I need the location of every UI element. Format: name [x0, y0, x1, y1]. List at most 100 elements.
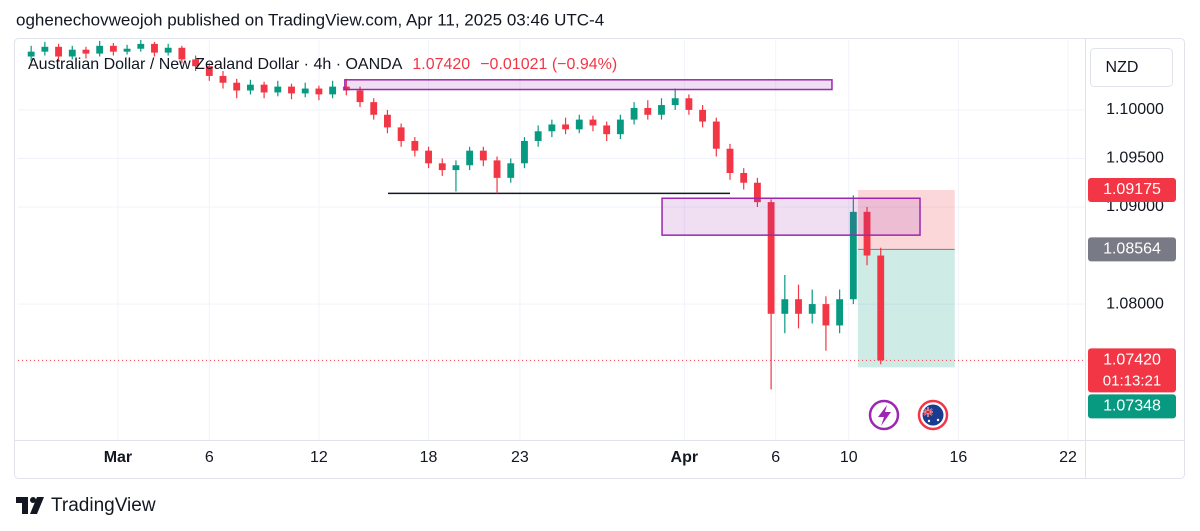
candle-body [658, 105, 665, 115]
price-badges: 1.09175 1.08564 1.07420 01:13:21 1.07348 [1088, 178, 1176, 419]
candle-body [630, 107, 638, 120]
candle-body [603, 125, 611, 135]
candle-body [342, 86, 350, 91]
candle-body [137, 43, 145, 49]
candle-body [260, 84, 268, 93]
x-tick-label: Apr [671, 449, 699, 466]
candle-body [521, 140, 528, 164]
brand: TradingView [51, 495, 156, 516]
x-tick-label: 22 [1059, 449, 1077, 466]
candle-body [452, 165, 460, 171]
candles [27, 40, 885, 390]
price-badge-label: 1.07348 [1103, 398, 1161, 415]
candle-body [384, 114, 391, 128]
candle-body [315, 88, 323, 95]
x-tick-label: Mar [104, 449, 132, 466]
candle-body [27, 51, 35, 57]
price-badge [1088, 348, 1176, 393]
flag-icon [922, 404, 944, 426]
zone [661, 197, 921, 236]
candle-body [699, 109, 707, 122]
candle-body [685, 98, 693, 110]
candle-body [205, 66, 213, 76]
price-badge-label: 1.08564 [1103, 241, 1161, 258]
candle-body [123, 48, 131, 52]
candle-body [82, 49, 90, 54]
candle-body [507, 163, 515, 178]
candle-body [178, 47, 186, 60]
price-badge [1088, 237, 1176, 262]
price-badge-label: 1.09175 [1103, 181, 1161, 198]
flag-cross-red [923, 407, 933, 417]
candle-body [274, 86, 282, 93]
last-price: 1.07420 [412, 56, 470, 73]
candle-body [562, 124, 569, 130]
logo-mark [16, 497, 28, 514]
candle-body [863, 211, 871, 256]
logo-dot [30, 497, 36, 503]
candle-body [397, 127, 405, 141]
symbol-legend: Australian Dollar / New Zealand Dollar ·… [28, 56, 617, 73]
candle-body [836, 299, 844, 326]
candle-body [466, 150, 474, 166]
x-tick-label: 10 [840, 449, 858, 466]
candle-body [534, 131, 542, 141]
time-axis: Mar 6 12 18 23 Apr 6 10 16 22 [104, 449, 1077, 466]
candle-body [96, 45, 104, 54]
candle-body [233, 82, 241, 91]
currency: NZD [1106, 59, 1139, 76]
candle-body [109, 45, 117, 52]
lightning-icon [878, 405, 891, 426]
candle-body [41, 46, 49, 52]
candle-body [219, 75, 227, 83]
candle-body [753, 182, 761, 203]
flag-star [927, 419, 931, 423]
candle-body [329, 86, 337, 95]
candle-body [425, 150, 432, 164]
candle-body [68, 49, 76, 57]
price-badge-label: 1.07420 [1103, 352, 1161, 369]
symbol-title: Australian Dollar / New Zealand Dollar ·… [28, 56, 403, 73]
candle-body [246, 84, 254, 91]
candle-body [164, 47, 172, 53]
price-badge [1088, 394, 1176, 419]
candle-body [671, 98, 679, 106]
price-badge [1088, 178, 1176, 202]
event-icons [868, 399, 949, 431]
y-tick-label: 1.10000 [1106, 101, 1164, 118]
zone [344, 79, 833, 91]
candle-body [438, 163, 446, 171]
candle-body [795, 299, 802, 314]
x-tick-label: 16 [949, 449, 967, 466]
candle-body [740, 173, 748, 183]
candle-body [301, 88, 309, 94]
candle-body [370, 102, 378, 115]
candle-body [548, 124, 556, 132]
x-tick-label: 6 [771, 449, 780, 466]
candle-body [781, 299, 789, 314]
candle-body [411, 140, 419, 151]
candle-body [712, 121, 720, 149]
y-tick-label: 1.09500 [1106, 150, 1164, 167]
x-tick-label: 18 [420, 449, 438, 466]
drawings [387, 190, 955, 368]
y-tick-label: 1.09000 [1106, 198, 1164, 215]
candle-body [644, 107, 652, 115]
candle-body [849, 211, 857, 300]
candle-body [767, 202, 775, 314]
grid [18, 40, 1085, 440]
candle-body [616, 119, 624, 135]
candle-body [726, 148, 734, 174]
candle-body [479, 150, 487, 161]
countdown: 01:13:21 [1103, 372, 1161, 389]
currency-box[interactable] [1090, 48, 1173, 87]
candle-body [192, 59, 200, 67]
candle-body [55, 46, 62, 57]
candle-body [493, 160, 501, 178]
publisher-line: oghenechovweojoh published on TradingVie… [16, 10, 604, 29]
candle-body [151, 43, 158, 53]
logo-slash [30, 497, 44, 514]
price-change: −0.01021 (−0.94%) [480, 56, 617, 73]
